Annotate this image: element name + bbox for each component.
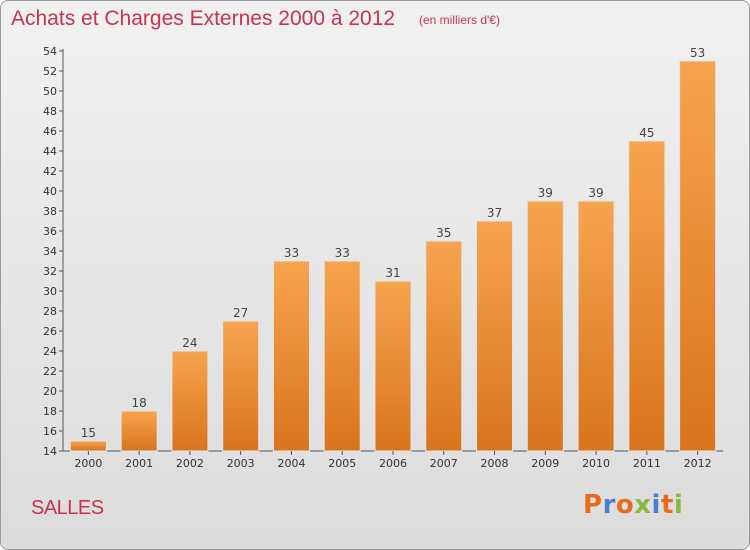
y-tick-label: 46 <box>43 125 57 138</box>
y-tick-label: 22 <box>43 365 57 378</box>
bar <box>577 200 615 452</box>
logo-letter: i <box>673 490 684 520</box>
y-tick-label: 40 <box>43 185 57 198</box>
x-tick-label: 2003 <box>227 457 255 470</box>
x-tick-label: 2011 <box>633 457 661 470</box>
x-tick-label: 2004 <box>277 457 305 470</box>
y-tick-label: 42 <box>43 165 57 178</box>
bar <box>425 240 463 452</box>
bar-value-label: 37 <box>487 206 502 220</box>
y-tick-label: 54 <box>43 45 57 58</box>
bar-value-label: 39 <box>588 186 603 200</box>
y-tick-label: 28 <box>43 305 57 318</box>
bar-value-label: 15 <box>81 426 96 440</box>
y-tick-label: 24 <box>43 345 57 358</box>
logo-letter: t <box>660 490 674 520</box>
x-tick-label: 2010 <box>582 457 610 470</box>
bar <box>120 410 158 452</box>
bar-value-label: 35 <box>436 226 451 240</box>
y-tick-label: 36 <box>43 225 57 238</box>
x-tick-label: 2007 <box>430 457 458 470</box>
bar-value-label: 33 <box>284 246 299 260</box>
bar-value-label: 27 <box>233 306 248 320</box>
bar-value-label: 53 <box>690 46 705 60</box>
x-tick-label: 2005 <box>328 457 356 470</box>
x-tick-label: 2008 <box>481 457 509 470</box>
y-tick-label: 48 <box>43 105 57 118</box>
y-tick-label: 34 <box>43 245 57 258</box>
logo-letter: o <box>615 490 635 520</box>
bar-value-label: 45 <box>639 126 654 140</box>
y-tick-label: 14 <box>43 445 57 458</box>
bar <box>272 260 310 452</box>
y-tick-label: 18 <box>43 405 57 418</box>
logo-letter: i <box>651 490 661 520</box>
bar-value-label: 39 <box>538 186 553 200</box>
bar <box>374 280 412 452</box>
bar <box>526 200 564 452</box>
chart-unit: (en milliers d'€) <box>419 13 500 27</box>
proxiti-logo[interactable]: Proxiti <box>583 490 683 520</box>
y-tick-label: 32 <box>43 265 57 278</box>
x-tick-label: 2001 <box>125 457 153 470</box>
x-tick-label: 2009 <box>531 457 559 470</box>
x-tick-label: 2006 <box>379 457 407 470</box>
bar <box>222 320 260 452</box>
y-tick-label: 20 <box>43 385 57 398</box>
y-tick-label: 44 <box>43 145 57 158</box>
y-tick-label: 26 <box>43 325 57 338</box>
logo-letter: x <box>634 490 652 520</box>
y-tick-label: 38 <box>43 205 57 218</box>
town-name: SALLES <box>31 497 104 519</box>
bar-value-label: 24 <box>182 336 197 350</box>
bar <box>323 260 361 452</box>
logo-letter: P <box>583 490 603 520</box>
y-tick-label: 16 <box>43 425 57 438</box>
bar <box>628 140 666 452</box>
bar <box>69 440 107 452</box>
y-tick-label: 50 <box>43 85 57 98</box>
logo-letter: r <box>602 490 616 520</box>
bar-value-label: 31 <box>385 266 400 280</box>
bar <box>476 220 514 452</box>
x-tick-label: 2012 <box>684 457 712 470</box>
bar-value-label: 33 <box>335 246 350 260</box>
chart-title: Achats et Charges Externes 2000 à 2012 <box>11 7 396 30</box>
y-tick-label: 52 <box>43 65 57 78</box>
bar-value-label: 18 <box>132 396 147 410</box>
y-tick-label: 30 <box>43 285 57 298</box>
bar <box>171 350 209 452</box>
x-tick-label: 2000 <box>74 457 102 470</box>
x-tick-label: 2002 <box>176 457 204 470</box>
bar <box>679 60 717 452</box>
